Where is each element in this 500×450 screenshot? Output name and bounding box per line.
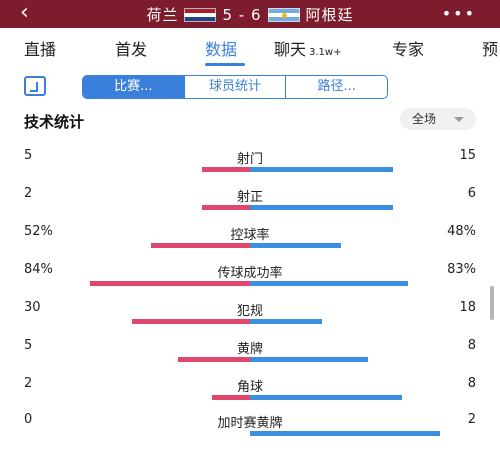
stat-home-value: 2 xyxy=(24,376,33,391)
home-bar xyxy=(151,243,250,248)
stat-row: 30 犯规 18 xyxy=(0,300,500,338)
stat-away-value: 83% xyxy=(447,262,476,277)
stat-away-value: 2 xyxy=(467,412,476,427)
away-team-name: 阿根廷 xyxy=(305,6,354,24)
stat-label: 射门 xyxy=(236,152,263,167)
away-bar xyxy=(250,281,408,286)
stat-home-value: 52% xyxy=(24,224,53,239)
argentina-flag-icon xyxy=(267,7,300,22)
home-bar xyxy=(202,205,250,210)
stat-label: 犯规 xyxy=(236,304,263,319)
chevron-left-icon[interactable]: ‹ xyxy=(20,0,29,25)
stat-home-value: 30 xyxy=(24,300,41,315)
scoreline: 荷兰 5 - 6 阿根廷 xyxy=(0,4,500,25)
stat-row: 0 加时赛黄牌 2 xyxy=(0,412,500,450)
home-bar xyxy=(202,167,250,172)
stat-label: 加时赛黄牌 xyxy=(217,416,283,431)
stat-label: 控球率 xyxy=(230,228,270,243)
segment-path[interactable]: 路径... xyxy=(285,76,387,98)
stat-home-value: 0 xyxy=(24,412,33,427)
segment-control: 比赛... 球员统计 路径... xyxy=(82,75,388,99)
tab-data[interactable]: 数据 xyxy=(205,40,238,59)
away-bar xyxy=(250,357,368,362)
tab-prediction[interactable]: 预 xyxy=(482,40,499,59)
segment-match[interactable]: 比赛... xyxy=(83,76,184,98)
away-bar xyxy=(250,205,393,210)
away-bar xyxy=(250,243,341,248)
scrollbar[interactable] xyxy=(490,286,494,320)
period-filter-label: 全场 xyxy=(412,112,437,126)
stat-label: 传球成功率 xyxy=(217,266,283,281)
stat-label: 射正 xyxy=(236,190,263,205)
stat-home-value: 2 xyxy=(24,186,33,201)
score-text: 5 - 6 xyxy=(222,5,262,24)
pitch-icon[interactable] xyxy=(24,76,46,96)
tab-chat-label: 聊天 xyxy=(274,40,307,59)
home-bar xyxy=(178,357,250,362)
stat-home-value: 5 xyxy=(24,338,33,353)
stat-row: 52% 控球率 48% xyxy=(0,224,500,262)
match-header: ‹ 荷兰 5 - 6 阿根廷 ••• xyxy=(0,0,500,28)
tab-lineup[interactable]: 首发 xyxy=(115,40,148,59)
tab-live[interactable]: 直播 xyxy=(24,40,57,59)
home-bar xyxy=(132,319,250,324)
active-tab-indicator xyxy=(205,63,245,66)
section-title: 技术统计 xyxy=(24,113,85,131)
stat-home-value: 84% xyxy=(24,262,53,277)
stat-row: 2 角球 8 xyxy=(0,376,500,414)
home-bar xyxy=(90,281,250,286)
tab-bar: 直播 首发 数据 聊天 3.1w+ 专家 预 xyxy=(0,30,500,66)
stat-row: 2 射正 6 xyxy=(0,186,500,224)
stat-away-value: 6 xyxy=(467,186,476,201)
stat-home-value: 5 xyxy=(24,148,33,163)
stat-away-value: 15 xyxy=(459,148,476,163)
home-team-name: 荷兰 xyxy=(146,6,179,24)
stat-label: 黄牌 xyxy=(236,342,263,357)
tab-expert[interactable]: 专家 xyxy=(392,40,425,59)
away-bar xyxy=(250,395,402,400)
segment-player-stats[interactable]: 球员统计 xyxy=(183,76,286,98)
tab-chat[interactable]: 聊天 3.1w+ xyxy=(274,36,341,60)
chat-count-badge: 3.1w+ xyxy=(309,47,342,58)
stat-label: 角球 xyxy=(236,380,263,395)
stat-away-value: 8 xyxy=(467,376,476,391)
stat-row: 84% 传球成功率 83% xyxy=(0,262,500,300)
away-bar xyxy=(250,319,322,324)
stat-away-value: 48% xyxy=(447,224,476,239)
stat-away-value: 18 xyxy=(459,300,476,315)
period-filter[interactable]: 全场 xyxy=(400,108,476,130)
stat-row: 5 黄牌 8 xyxy=(0,338,500,376)
netherlands-flag-icon xyxy=(184,7,217,22)
away-bar xyxy=(250,167,393,172)
chevron-down-icon xyxy=(454,117,464,122)
home-bar xyxy=(212,395,250,400)
stat-away-value: 8 xyxy=(467,338,476,353)
more-dots-icon[interactable]: ••• xyxy=(441,4,476,23)
away-bar xyxy=(250,431,440,436)
stat-row: 5 射门 15 xyxy=(0,148,500,186)
